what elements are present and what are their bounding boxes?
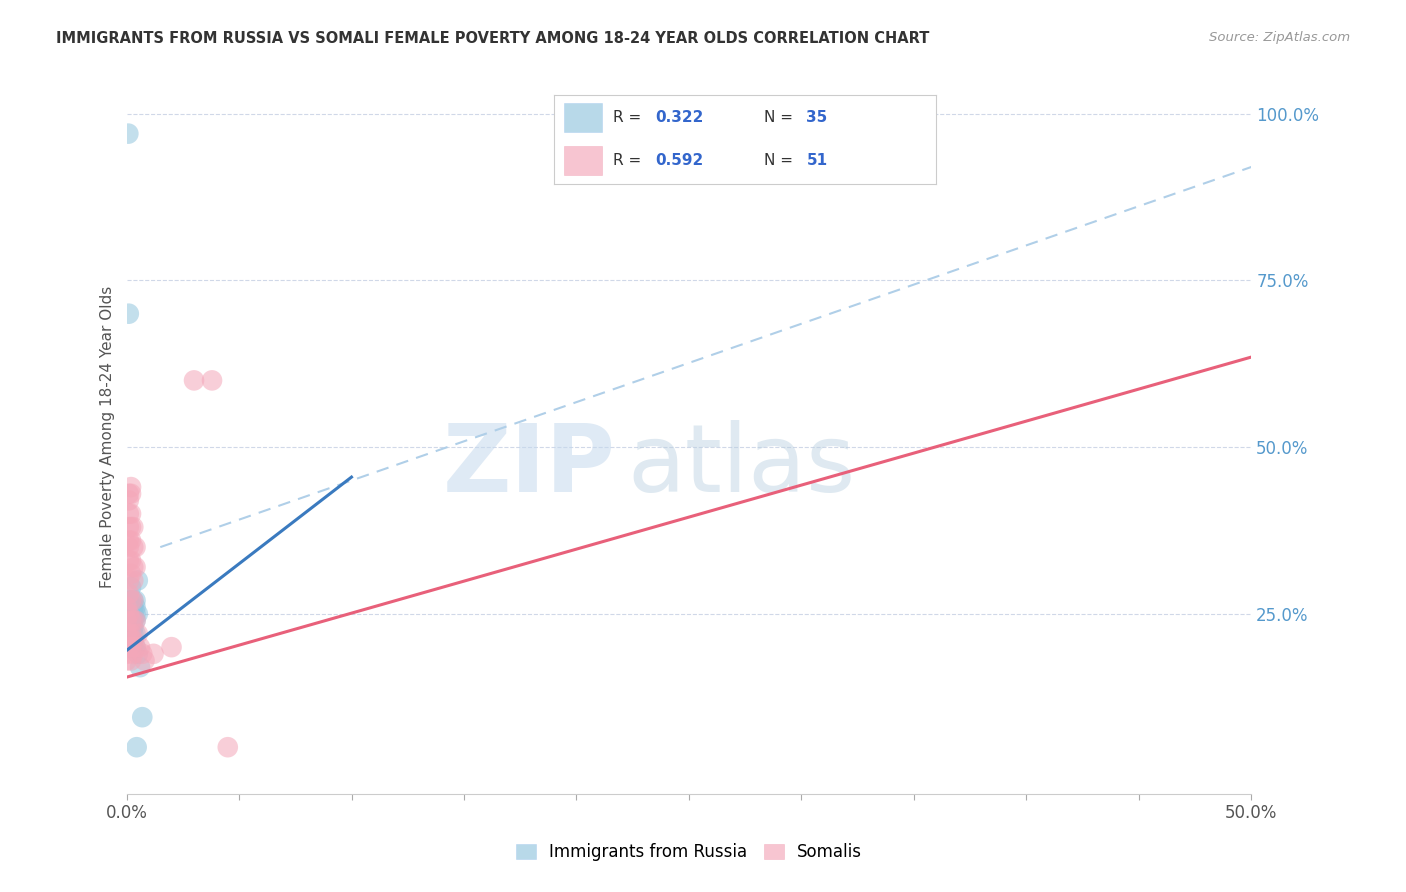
Text: atlas: atlas [627,419,855,512]
Point [124,614,146,628]
Point [118,614,141,628]
Point [120,507,142,521]
Point [118,640,141,655]
Point [122,633,145,648]
Point [118,493,141,508]
Point [142,647,165,661]
Point [120,593,142,607]
Point [129,640,152,655]
Point [120,480,142,494]
Point [120,566,142,581]
Point [122,574,145,588]
Point [115,614,138,628]
Point [117,127,139,141]
Point [118,487,141,501]
Point [115,600,138,615]
Point [118,587,141,601]
Point [118,307,141,321]
Point [201,373,224,387]
Point [115,627,138,641]
Point [131,647,153,661]
Point [120,640,142,655]
Point [122,607,145,621]
Point [122,560,145,574]
Point [115,620,138,634]
Point [124,560,146,574]
Text: ZIP: ZIP [443,419,616,512]
Point [115,647,138,661]
Point [122,647,145,661]
Point [129,660,152,674]
Point [127,574,149,588]
Point [118,627,141,641]
Point [124,640,146,655]
Point [118,627,141,641]
Point [124,614,146,628]
Point [125,740,148,755]
Point [120,553,142,567]
Point [120,580,142,594]
Point [127,647,149,661]
Point [122,633,145,648]
Point [122,614,145,628]
Text: Source: ZipAtlas.com: Source: ZipAtlas.com [1209,31,1350,45]
Point [118,574,141,588]
Point [160,640,183,655]
Point [131,710,153,724]
Point [124,607,146,621]
Point [120,593,142,607]
Point [124,540,146,554]
Point [134,653,156,667]
Point [118,540,141,554]
Point [122,627,145,641]
Point [120,487,142,501]
Text: IMMIGRANTS FROM RUSSIA VS SOMALI FEMALE POVERTY AMONG 18-24 YEAR OLDS CORRELATIO: IMMIGRANTS FROM RUSSIA VS SOMALI FEMALE … [56,31,929,46]
Point [118,593,141,607]
Point [217,740,239,755]
Point [120,614,142,628]
Point [127,607,149,621]
Point [115,653,138,667]
Point [183,373,205,387]
Point [118,507,141,521]
Point [122,614,145,628]
Point [124,640,146,655]
Point [124,600,146,615]
Y-axis label: Female Poverty Among 18-24 Year Olds: Female Poverty Among 18-24 Year Olds [100,286,115,588]
Point [120,520,142,534]
Point [120,633,142,648]
Point [118,627,141,641]
Point [122,593,145,607]
Point [122,540,145,554]
Point [115,600,138,615]
Point [118,533,141,548]
Point [122,620,145,634]
Point [122,520,145,534]
Point [122,640,145,655]
Legend: Immigrants from Russia, Somalis: Immigrants from Russia, Somalis [509,837,869,868]
Point [127,627,149,641]
Point [118,553,141,567]
Point [115,640,138,655]
Point [118,520,141,534]
Point [122,600,145,615]
Point [120,653,142,667]
Point [120,620,142,634]
Point [120,627,142,641]
Point [120,533,142,548]
Point [118,607,141,621]
Point [120,607,142,621]
Point [124,627,146,641]
Point [122,593,145,607]
Point [115,614,138,628]
Point [124,593,146,607]
Point [118,600,141,615]
